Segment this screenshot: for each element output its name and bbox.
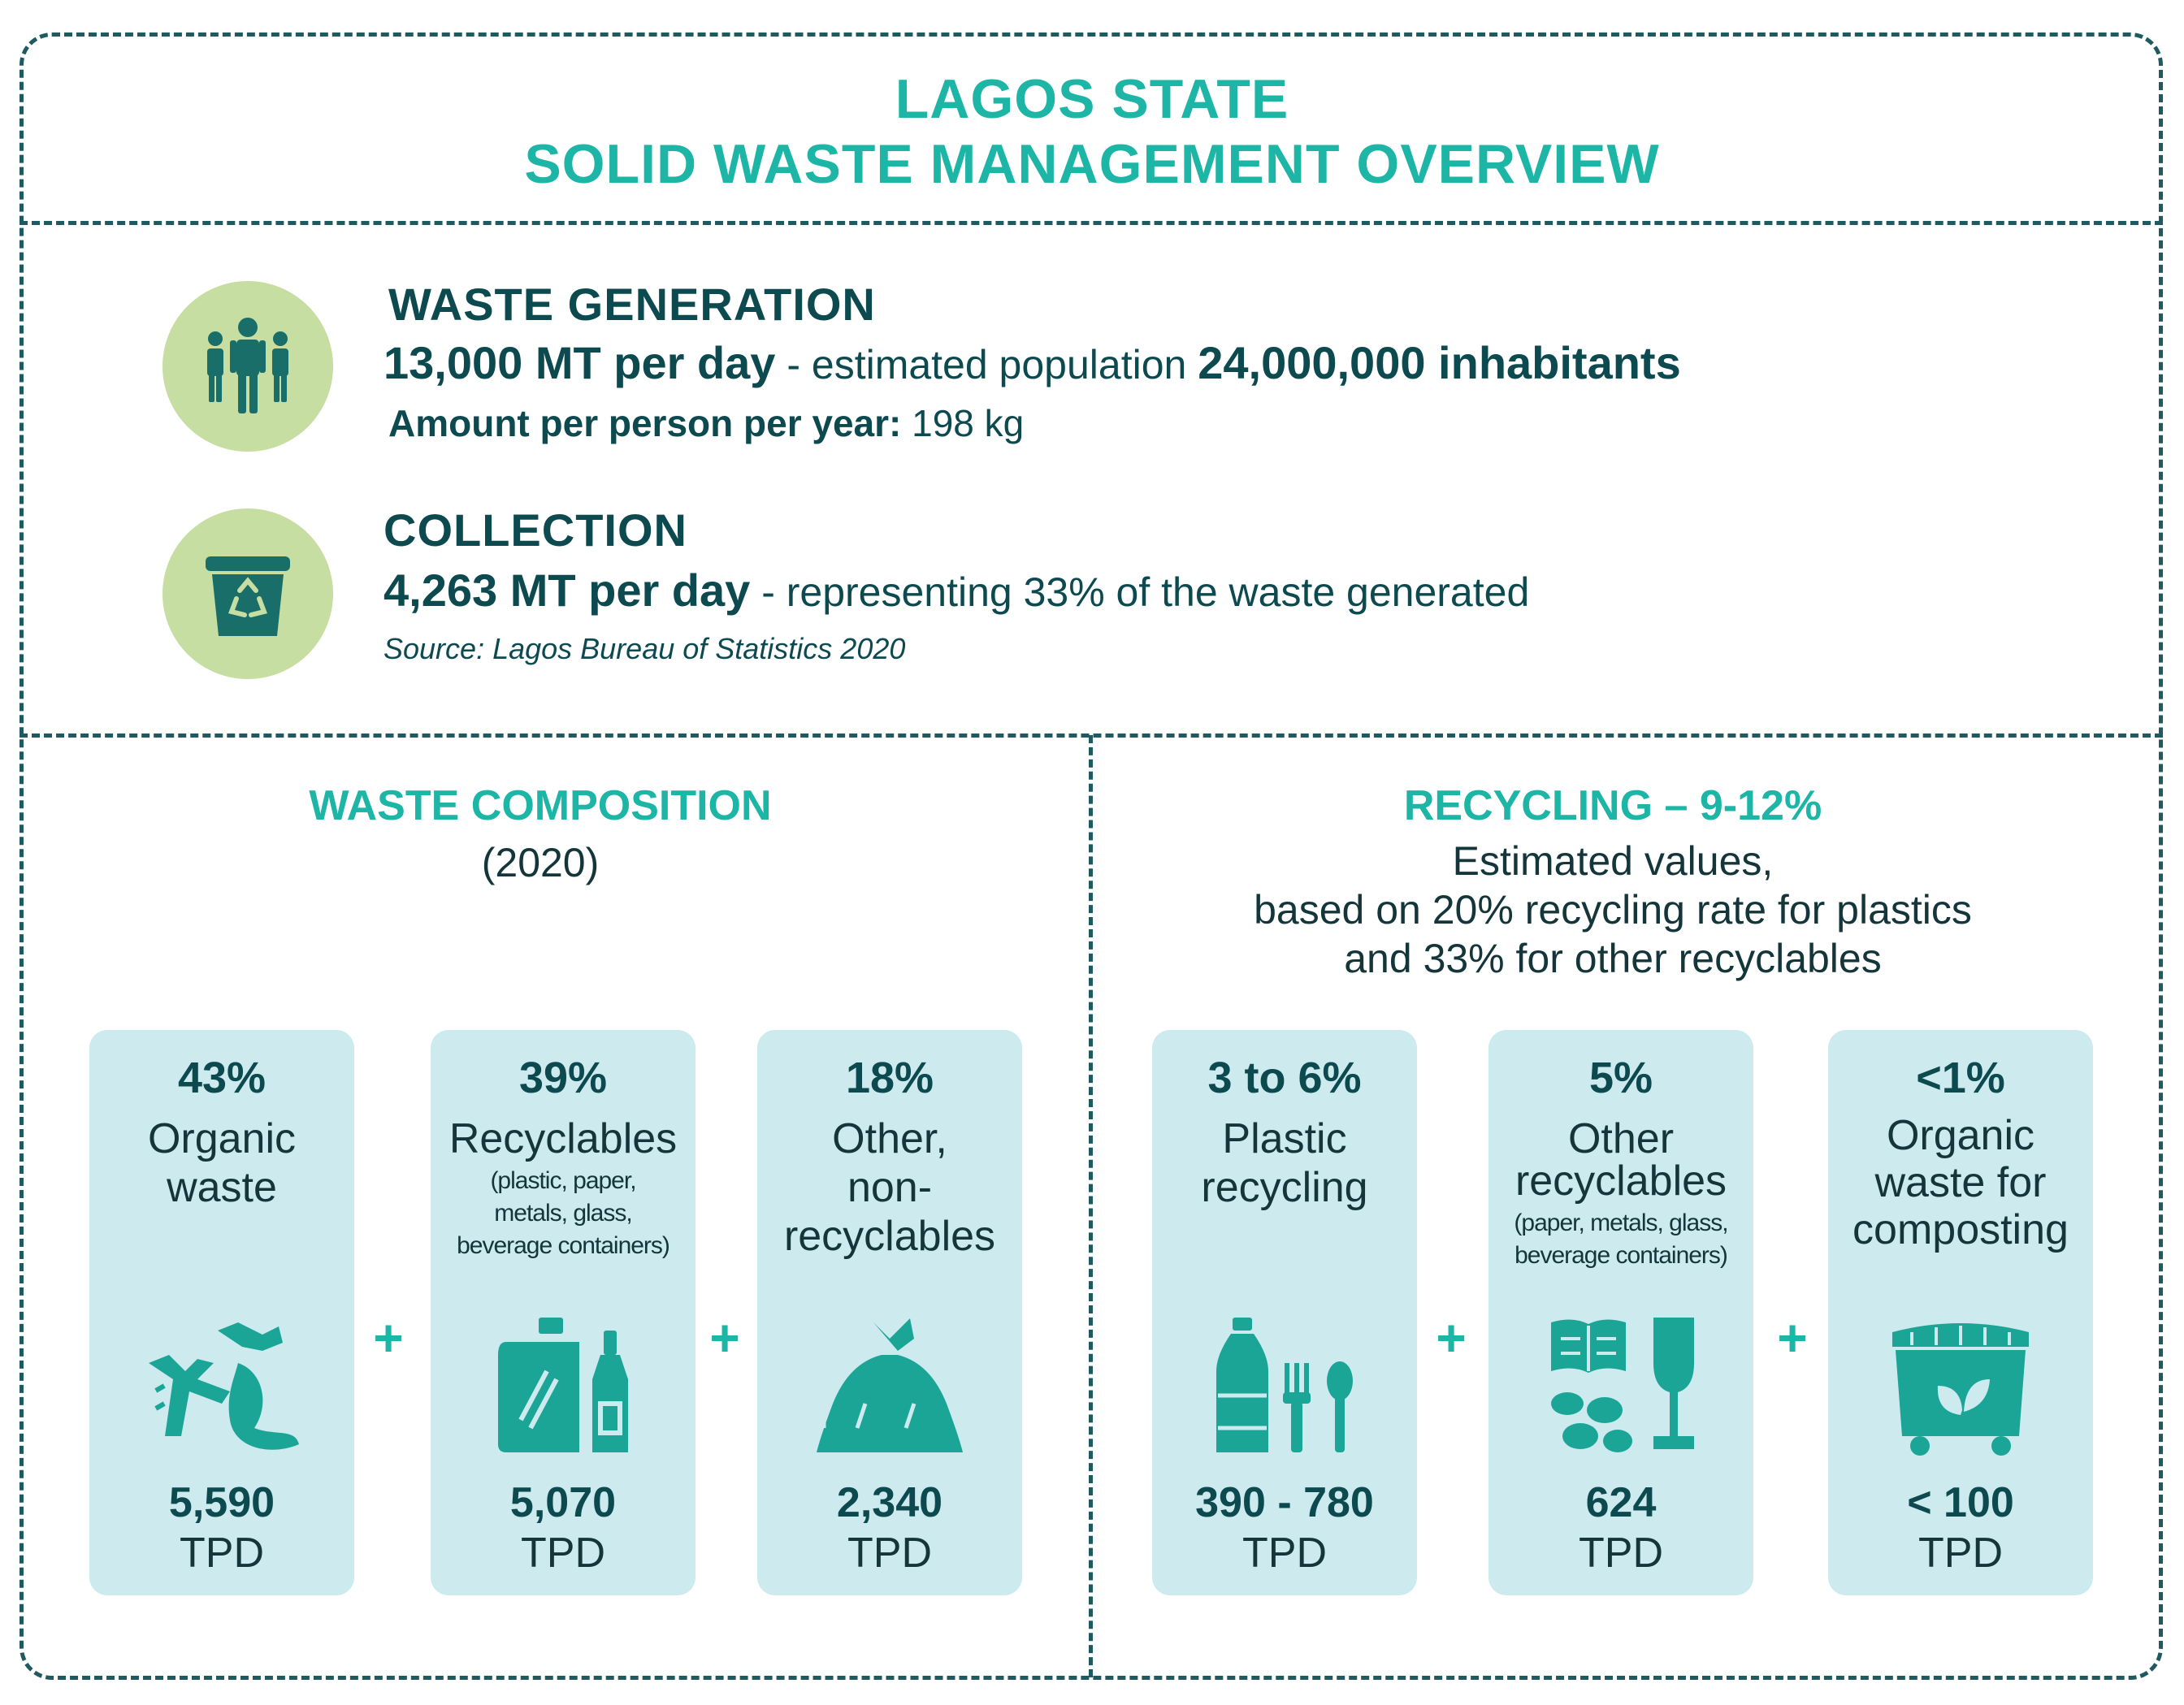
card-label: recyclables [1514, 1158, 1727, 1205]
outer-frame [20, 32, 2163, 1680]
card-percent: <1% [1916, 1054, 2005, 1102]
people-icon [162, 281, 333, 452]
card-label: Plastic [1222, 1115, 1347, 1162]
recycling-subtitle-line: Estimated values, [1452, 838, 1774, 884]
card-unit: TPD [1242, 1530, 1327, 1577]
collection-line: 4,263 MT per day - representing 33% of t… [384, 564, 1529, 617]
card-label: composting [1852, 1206, 2069, 1253]
card-unit: TPD [180, 1530, 264, 1577]
garbage-bag-icon [817, 1318, 963, 1452]
card-percent: 5% [1588, 1054, 1653, 1102]
card-percent: 39% [518, 1054, 608, 1102]
recycling-card-other: 5% Other recyclables (paper, metals, gla… [1488, 1030, 1753, 1595]
card-note: (paper, metals, glass, [1514, 1210, 1728, 1236]
plus-sign: + [709, 1309, 740, 1367]
card-unit: TPD [1579, 1530, 1663, 1577]
generation-line: 13,000 MT per day - estimated population… [384, 336, 1681, 389]
per-person-line: Amount per person per year: 198 kg [388, 401, 1024, 445]
card-percent: 43% [177, 1054, 266, 1102]
card-label: waste for [1874, 1159, 2047, 1206]
recycling-card-composting: <1% Organic waste for composting < 100 T… [1828, 1030, 2093, 1595]
bottle-container-icon [498, 1318, 628, 1452]
fish-bone-banana-peel-icon [149, 1322, 299, 1450]
card-label: Organic [1886, 1112, 2035, 1159]
divider-header [20, 221, 2163, 225]
card-percent: 3 to 6% [1207, 1054, 1362, 1102]
card-value: 5,590 [168, 1479, 275, 1526]
card-label: recyclables [783, 1213, 996, 1260]
recycling-card-plastic: 3 to 6% Plastic recycling 390 - 780 TPD [1152, 1030, 1417, 1595]
composition-title: WASTE COMPOSITION [309, 782, 772, 829]
collection-description: - representing 33% of the waste generate… [750, 569, 1530, 615]
card-note: beverage containers) [1514, 1242, 1728, 1269]
generation-heading: WASTE GENERATION [388, 279, 876, 330]
per-person-label: Amount per person per year: [388, 402, 902, 444]
card-note: metals, glass, [494, 1200, 632, 1227]
plus-sign: + [373, 1309, 404, 1367]
card-value: < 100 [1907, 1479, 2014, 1526]
generation-amount: 13,000 MT per day [384, 337, 776, 388]
plastic-bottle-cutlery-icon [1216, 1318, 1353, 1452]
card-value: 5,070 [509, 1479, 617, 1526]
book-cans-glass-icon [1551, 1318, 1694, 1452]
plus-sign: + [1436, 1309, 1467, 1367]
card-unit: TPD [1918, 1530, 2003, 1577]
card-label: non- [847, 1164, 933, 1211]
card-unit: TPD [847, 1530, 932, 1577]
card-label: Other, [832, 1115, 947, 1162]
source-note: Source: Lagos Bureau of Statistics 2020 [384, 632, 906, 665]
card-note: (plastic, paper, [490, 1167, 636, 1194]
recycling-title: RECYCLING – 9-12% [1403, 782, 1822, 829]
card-value: 2,340 [836, 1479, 943, 1526]
collection-heading: COLLECTION [384, 504, 687, 556]
card-value: 390 - 780 [1195, 1479, 1374, 1526]
card-label: Other [1567, 1115, 1675, 1162]
composition-card-organic: 43% Organic waste 5,590 TPD [89, 1030, 354, 1595]
card-value: 624 [1585, 1479, 1657, 1526]
generation-separator: - estimated population [775, 342, 1198, 387]
title-line-2: SOLID WASTE MANAGEMENT OVERVIEW [524, 133, 1660, 195]
composition-year: (2020) [481, 840, 600, 885]
card-label: waste [167, 1164, 277, 1211]
card-percent: 18% [845, 1054, 934, 1102]
plus-sign: + [1777, 1309, 1808, 1367]
recycle-bin-icon [162, 508, 333, 679]
composition-card-recyclables: 39% Recyclables (plastic, paper, metals,… [431, 1030, 696, 1595]
divider-columns [1089, 735, 1093, 1677]
card-note: beverage containers) [457, 1232, 670, 1259]
card-label: Organic [147, 1115, 297, 1162]
collection-amount: 4,263 MT per day [384, 565, 751, 616]
recycling-subtitle-line: and 33% for other recyclables [1344, 936, 1882, 981]
title-line-1: LAGOS STATE [895, 68, 1289, 130]
card-unit: TPD [521, 1530, 605, 1577]
composition-card-other: 18% Other, non- recyclables 2,340 TPD [757, 1030, 1022, 1595]
recycling-subtitle-line: based on 20% recycling rate for plastics [1254, 887, 1972, 933]
per-person-value: 198 kg [901, 402, 1025, 444]
generation-population: 24,000,000 inhabitants [1198, 337, 1681, 388]
card-label: Recyclables [448, 1115, 678, 1162]
compost-bin-icon [1892, 1323, 2029, 1456]
card-label: recycling [1201, 1164, 1368, 1211]
